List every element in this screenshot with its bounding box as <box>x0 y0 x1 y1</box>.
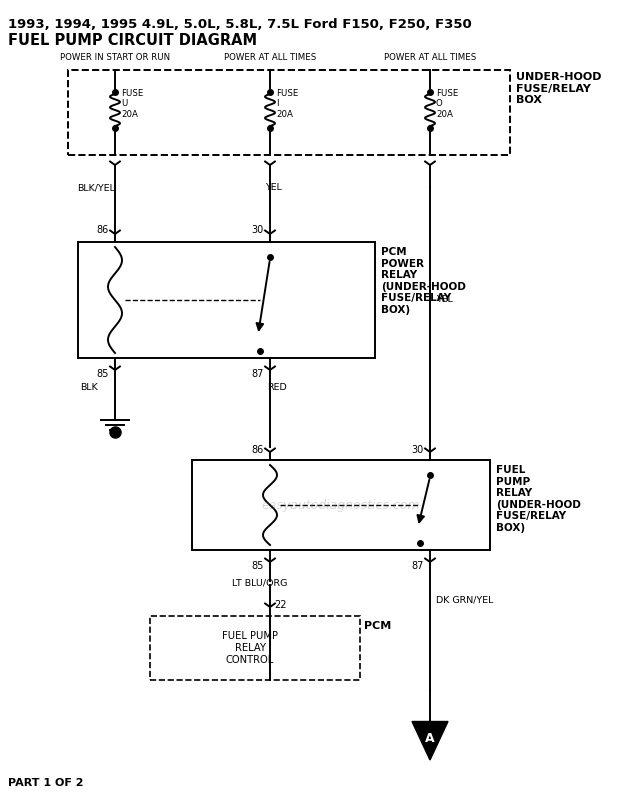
Bar <box>192 460 490 550</box>
Text: 86: 86 <box>97 225 109 235</box>
Text: 87: 87 <box>252 369 264 379</box>
Text: 30: 30 <box>412 445 424 455</box>
Text: FUEL PUMP
RELAY
CONTROL: FUEL PUMP RELAY CONTROL <box>222 631 278 665</box>
Text: POWER AT ALL TIMES: POWER AT ALL TIMES <box>384 53 476 62</box>
Text: 30: 30 <box>252 225 264 235</box>
Bar <box>68 70 510 155</box>
Text: PCM
POWER
RELAY
(UNDER-HOOD
FUSE/RELAY
BOX): PCM POWER RELAY (UNDER-HOOD FUSE/RELAY B… <box>381 247 466 315</box>
Text: PART 1 OF 2: PART 1 OF 2 <box>8 778 83 788</box>
Text: 87: 87 <box>412 561 424 571</box>
Text: FUSE
U
20A: FUSE U 20A <box>121 89 143 119</box>
Text: FUSE
O
20A: FUSE O 20A <box>436 89 459 119</box>
Text: FUEL PUMP CIRCUIT DIAGRAM: FUEL PUMP CIRCUIT DIAGRAM <box>8 33 257 48</box>
Text: 86: 86 <box>252 445 264 455</box>
Text: DK GRN/YEL: DK GRN/YEL <box>436 595 493 605</box>
Bar <box>78 242 375 358</box>
Text: POWER IN START OR RUN: POWER IN START OR RUN <box>60 53 170 62</box>
Text: RED: RED <box>267 383 287 393</box>
Text: 22: 22 <box>274 600 287 610</box>
Text: BLK: BLK <box>80 383 98 393</box>
Text: 85: 85 <box>252 561 264 571</box>
Text: YEL: YEL <box>436 295 453 305</box>
Text: PCM: PCM <box>364 621 391 631</box>
Polygon shape <box>412 722 448 760</box>
Text: UNDER-HOOD
FUSE/RELAY
BOX: UNDER-HOOD FUSE/RELAY BOX <box>516 72 601 106</box>
Text: LT BLU/ORG: LT BLU/ORG <box>232 578 287 587</box>
Text: A: A <box>425 732 435 746</box>
Text: 1993, 1994, 1995 4.9L, 5.0L, 5.8L, 7.5L Ford F150, F250, F350: 1993, 1994, 1995 4.9L, 5.0L, 5.8L, 7.5L … <box>8 18 472 31</box>
Text: BLK/YEL: BLK/YEL <box>77 183 115 193</box>
Text: 85: 85 <box>96 369 109 379</box>
Text: YEL: YEL <box>265 183 282 193</box>
Text: FUEL
PUMP
RELAY
(UNDER-HOOD
FUSE/RELAY
BOX): FUEL PUMP RELAY (UNDER-HOOD FUSE/RELAY B… <box>496 465 581 533</box>
Text: FUSE
I
20A: FUSE I 20A <box>276 89 298 119</box>
Text: POWER AT ALL TIMES: POWER AT ALL TIMES <box>224 53 316 62</box>
Text: easyautodiagnostics.com: easyautodiagnostics.com <box>262 498 420 511</box>
Bar <box>150 616 360 680</box>
